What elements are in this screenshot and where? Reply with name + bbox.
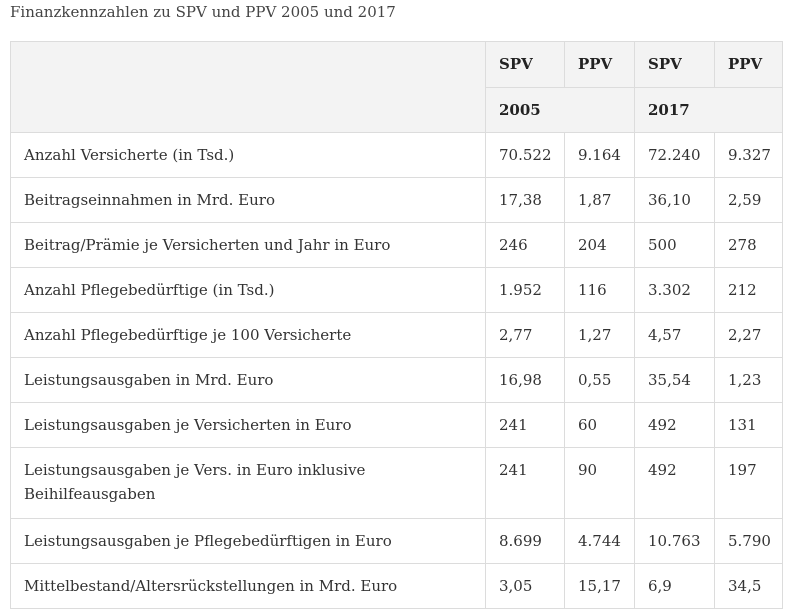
cell-value: 2,27 <box>714 312 783 358</box>
header-spv-2017: SPV <box>634 41 715 88</box>
table-row: Leistungsausgaben in Mrd. Euro 16,98 0,5… <box>10 357 783 403</box>
table-row: Leistungsausgaben je Pflegebedürftigen i… <box>10 518 783 564</box>
table-row: Leistungsausgaben je Versicherten in Eur… <box>10 402 783 448</box>
cell-value: 0,55 <box>564 357 635 403</box>
cell-value: 5.790 <box>714 518 783 564</box>
cell-value: 16,98 <box>485 357 565 403</box>
cell-value: 3.302 <box>634 267 715 313</box>
header-blank-cell <box>10 41 486 133</box>
cell-value: 197 <box>714 447 783 519</box>
table-row: Beitrag/Prämie je Versicherten und Jahr … <box>10 222 783 268</box>
cell-value: 1.952 <box>485 267 565 313</box>
row-label: Anzahl Pflegebedürftige (in Tsd.) <box>10 267 486 313</box>
cell-value: 70.522 <box>485 132 565 178</box>
cell-value: 9.164 <box>564 132 635 178</box>
header-year-2005: 2005 <box>485 87 635 133</box>
header-row-years: 2005 2017 <box>11 87 783 133</box>
header-ppv-2005: PPV <box>564 41 635 88</box>
cell-value: 2,77 <box>485 312 565 358</box>
cell-value: 60 <box>564 402 635 448</box>
table-row: Anzahl Versicherte (in Tsd.) 70.522 9.16… <box>10 132 783 178</box>
cell-value: 116 <box>564 267 635 313</box>
cell-value: 500 <box>634 222 715 268</box>
cell-value: 204 <box>564 222 635 268</box>
cell-value: 4.744 <box>564 518 635 564</box>
table-row: Leistungsausgaben je Vers. in Euro inklu… <box>10 447 783 519</box>
table-row: Anzahl Pflegebedürftige (in Tsd.) 1.952 … <box>10 267 783 313</box>
table-row: Mittelbestand/Altersrückstellungen in Mr… <box>10 563 783 609</box>
cell-value: 34,5 <box>714 563 783 609</box>
row-label: Leistungsausgaben je Vers. in Euro inklu… <box>10 447 486 519</box>
header-ppv-2017: PPV <box>714 41 783 88</box>
row-label: Mittelbestand/Altersrückstellungen in Mr… <box>10 563 486 609</box>
cell-value: 17,38 <box>485 177 565 223</box>
cell-value: 1,23 <box>714 357 783 403</box>
row-label: Leistungsausgaben in Mrd. Euro <box>10 357 486 403</box>
cell-value: 72.240 <box>634 132 715 178</box>
cell-value: 278 <box>714 222 783 268</box>
cell-value: 35,54 <box>634 357 715 403</box>
row-label: Anzahl Versicherte (in Tsd.) <box>10 132 486 178</box>
cell-value: 4,57 <box>634 312 715 358</box>
header-year-2017: 2017 <box>634 87 783 133</box>
finance-table: SPV PPV SPV PPV 2005 2017 Anzahl Versich… <box>10 41 783 609</box>
row-label: Beitragseinnahmen in Mrd. Euro <box>10 177 486 223</box>
cell-value: 246 <box>485 222 565 268</box>
cell-value: 8.699 <box>485 518 565 564</box>
cell-value: 241 <box>485 402 565 448</box>
cell-value: 6,9 <box>634 563 715 609</box>
cell-value: 90 <box>564 447 635 519</box>
cell-value: 212 <box>714 267 783 313</box>
row-label: Leistungsausgaben je Versicherten in Eur… <box>10 402 486 448</box>
cell-value: 9.327 <box>714 132 783 178</box>
row-label: Beitrag/Prämie je Versicherten und Jahr … <box>10 222 486 268</box>
cell-value: 3,05 <box>485 563 565 609</box>
table-row: Beitragseinnahmen in Mrd. Euro 17,38 1,8… <box>10 177 783 223</box>
row-label: Anzahl Pflegebedürftige je 100 Versicher… <box>10 312 486 358</box>
cell-value: 131 <box>714 402 783 448</box>
header-row-labels: SPV PPV SPV PPV <box>10 41 783 133</box>
cell-value: 36,10 <box>634 177 715 223</box>
cell-value: 241 <box>485 447 565 519</box>
header-spv-2005: SPV <box>485 41 565 88</box>
cell-value: 15,17 <box>564 563 635 609</box>
cell-value: 1,87 <box>564 177 635 223</box>
cell-value: 1,27 <box>564 312 635 358</box>
cell-value: 492 <box>634 402 715 448</box>
table-row: Anzahl Pflegebedürftige je 100 Versicher… <box>10 312 783 358</box>
row-label: Leistungsausgaben je Pflegebedürftigen i… <box>10 518 486 564</box>
cell-value: 492 <box>634 447 715 519</box>
cell-value: 2,59 <box>714 177 783 223</box>
cell-value: 10.763 <box>634 518 715 564</box>
table-caption: Finanzkennzahlen zu SPV und PPV 2005 und… <box>10 3 396 21</box>
